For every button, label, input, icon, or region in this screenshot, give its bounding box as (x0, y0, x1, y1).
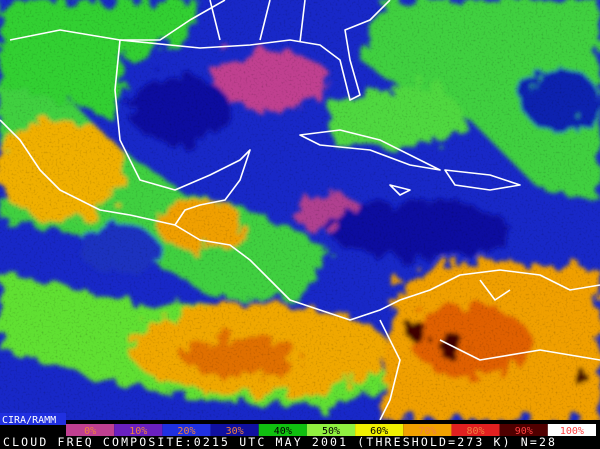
legend-label: 40% (274, 426, 292, 437)
legend-label: 90% (515, 426, 533, 437)
credit-box (0, 413, 66, 425)
legend-swatch (355, 424, 404, 436)
legend-swatch (66, 424, 115, 436)
legend: 0% 10% 20% 30% 40% 50% 60% 70% 80% 90% 100% (66, 424, 596, 437)
legend-swatch (162, 424, 211, 436)
legend-label: 70% (418, 426, 436, 437)
coastlines (0, 0, 600, 420)
legend-label: 30% (226, 426, 244, 437)
credit: CIRA/RAMM (2, 415, 56, 426)
legend-label: 80% (467, 426, 485, 437)
legend-swatch (306, 424, 356, 436)
legend-label: 10% (129, 426, 147, 437)
caption: CLOUD FREQ COMPOSITE:0215 UTC MAY 2001 (… (3, 435, 555, 449)
legend-swatch (403, 424, 452, 436)
cloud-field (0, 0, 600, 420)
legend-swatch (499, 424, 548, 436)
legend-swatch (210, 424, 259, 436)
legend-label: 20% (177, 426, 195, 437)
legend-swatch (258, 424, 307, 436)
legend-label: 100% (560, 426, 584, 437)
legend-swatch (547, 424, 596, 436)
legend-swatch (114, 424, 163, 436)
legend-label: 60% (370, 426, 388, 437)
legend-label: 50% (322, 426, 340, 437)
legend-swatch (451, 424, 500, 436)
legend-label: 0% (84, 426, 96, 437)
